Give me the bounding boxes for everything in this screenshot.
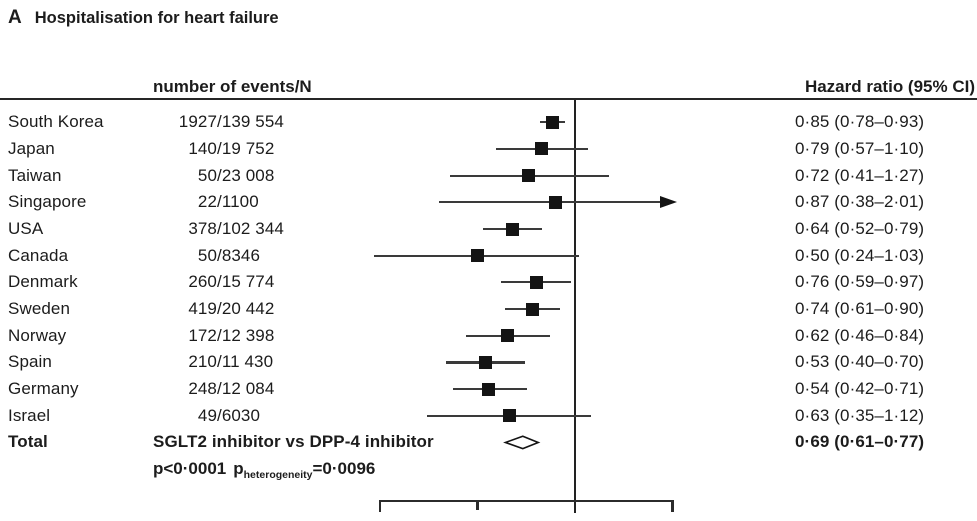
p-value-line: p<0·0001 pheterogeneity=0·0096	[153, 457, 375, 481]
p-value: p<0·0001	[153, 458, 227, 478]
row-hr-text: 0·62 (0·46–0·84)	[795, 325, 925, 345]
total-label: Total	[8, 432, 48, 452]
events-denominator: /6030	[217, 405, 261, 425]
hr-point-square	[535, 142, 549, 156]
hr-point-square	[501, 329, 515, 343]
row-events-n: 172/12 398	[153, 324, 274, 348]
reference-line	[574, 100, 576, 513]
row-events-n: 49/6030	[153, 404, 260, 428]
events-denominator: /11 430	[217, 352, 274, 372]
row-events-n: 378/102 344	[153, 217, 284, 241]
panel-title: A Hospitalisation for heart failure	[8, 7, 279, 29]
row-country-label: Denmark	[8, 272, 78, 292]
row-events-n: 260/15 774	[153, 270, 274, 294]
row-country-label: Spain	[8, 352, 52, 372]
row-hr-text: 0·85 (0·78–0·93)	[795, 112, 925, 132]
row-hr-text: 0·87 (0·38–2·01)	[795, 192, 925, 212]
events-numerator: 1927	[178, 112, 217, 132]
row-country-label: South Korea	[8, 112, 104, 132]
events-denominator: /8346	[217, 245, 261, 265]
events-denominator: /15 774	[217, 272, 275, 292]
p-het-value: =0·0096	[312, 458, 376, 478]
row-country-label: Canada	[8, 245, 69, 265]
total-hr-text: 0·69 (0·61–0·77)	[795, 432, 925, 452]
events-numerator: 378	[188, 219, 217, 239]
row-country-label: Germany	[8, 379, 79, 399]
row-hr-text: 0·54 (0·42–0·71)	[795, 379, 925, 399]
row-events-n: 210/11 430	[153, 350, 273, 374]
events-denominator: /12 084	[217, 379, 275, 399]
events-numerator: 140	[188, 138, 217, 158]
hr-point-square	[503, 409, 517, 423]
panel-letter: A	[8, 7, 22, 28]
hr-point-square	[529, 275, 543, 289]
events-numerator: 210	[188, 352, 217, 372]
row-events-n: 50/23 008	[153, 164, 274, 188]
events-numerator: 50	[197, 165, 217, 185]
row-country-label: Japan	[8, 138, 55, 158]
events-numerator: 50	[197, 245, 217, 265]
events-denominator: /102 344	[217, 219, 284, 239]
row-hr-text: 0·74 (0·61–0·90)	[795, 299, 925, 319]
row-events-n: 50/8346	[153, 244, 260, 268]
row-hr-text: 0·79 (0·57–1·10)	[795, 138, 925, 158]
events-numerator: 49	[197, 405, 217, 425]
row-events-n: 248/12 084	[153, 377, 274, 401]
col-header-events: number of events/N	[153, 77, 312, 96]
row-hr-text: 0·72 (0·41–1·27)	[795, 165, 925, 185]
events-numerator: 260	[188, 272, 217, 292]
row-country-label: USA	[8, 219, 44, 239]
events-numerator: 419	[188, 299, 217, 319]
total-comparison-label: SGLT2 inhibitor vs DPP-4 inhibitor	[153, 432, 434, 452]
p-het-label: p	[233, 458, 244, 478]
header-rule	[0, 97, 977, 100]
row-hr-text: 0·63 (0·35–1·12)	[795, 405, 925, 425]
hr-point-square	[470, 249, 484, 263]
row-hr-text: 0·53 (0·40–0·70)	[795, 352, 925, 372]
events-numerator: 172	[188, 325, 217, 345]
hr-point-square	[526, 302, 540, 316]
events-numerator: 22	[197, 192, 217, 212]
events-numerator: 248	[188, 379, 217, 399]
col-header-hazard-ratio: Hazard ratio (95% CI)	[804, 77, 975, 96]
hr-point-square	[545, 115, 559, 129]
row-events-n: 1927/139 554	[153, 110, 284, 134]
hr-point-square	[479, 355, 493, 369]
x-axis-tick	[671, 500, 674, 513]
hr-point-square	[522, 169, 536, 183]
hr-point-square	[505, 222, 519, 236]
figure-title: Hospitalisation for heart failure	[34, 9, 279, 27]
events-denominator: /1100	[217, 192, 259, 212]
row-events-n: 140/19 752	[153, 137, 274, 161]
events-denominator: /139 554	[217, 112, 284, 132]
row-country-label: Israel	[8, 405, 51, 425]
hr-point-square	[481, 382, 495, 396]
events-denominator: /19 752	[217, 138, 275, 158]
hr-point-square	[548, 195, 562, 209]
x-axis-tick	[378, 500, 382, 513]
row-hr-text: 0·50 (0·24–1·03)	[795, 245, 925, 265]
x-axis-line	[378, 500, 674, 503]
row-events-n: 419/20 442	[153, 297, 274, 321]
events-denominator: /23 008	[217, 165, 275, 185]
row-country-label: Sweden	[8, 299, 71, 319]
events-denominator: /12 398	[217, 325, 275, 345]
ci-arrow-right-icon	[660, 195, 677, 208]
x-axis-tick	[476, 500, 479, 511]
p-het-subscript: heterogeneity	[243, 468, 313, 481]
row-country-label: Taiwan	[8, 165, 62, 185]
events-denominator: /20 442	[217, 299, 275, 319]
row-hr-text: 0·76 (0·59–0·97)	[795, 272, 925, 292]
row-hr-text: 0·64 (0·52–0·79)	[795, 219, 925, 239]
row-country-label: Norway	[8, 325, 67, 345]
summary-diamond	[503, 435, 541, 450]
row-country-label: Singapore	[8, 192, 87, 212]
row-events-n: 22/1100	[153, 190, 259, 214]
